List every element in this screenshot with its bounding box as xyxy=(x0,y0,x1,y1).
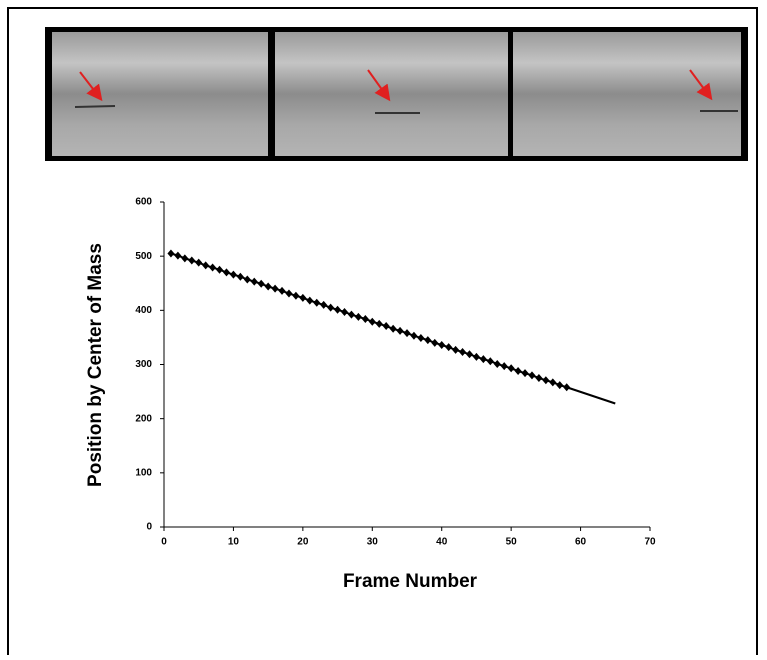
point xyxy=(376,320,383,328)
point xyxy=(244,275,251,283)
point xyxy=(445,343,452,351)
point xyxy=(285,290,292,298)
point xyxy=(549,378,556,386)
series-line xyxy=(171,253,567,387)
point xyxy=(452,346,459,354)
point xyxy=(556,381,563,389)
point xyxy=(473,353,480,361)
point xyxy=(397,327,404,335)
y-axis-label: Position by Center of Mass xyxy=(85,243,106,487)
point xyxy=(188,257,195,265)
y-tick-label: 0 xyxy=(146,522,152,533)
point xyxy=(480,355,487,363)
point xyxy=(508,364,515,372)
y-tick-label: 500 xyxy=(135,251,152,262)
image-strip xyxy=(45,27,748,161)
point xyxy=(216,266,223,274)
point xyxy=(209,264,216,272)
point xyxy=(466,350,473,358)
point xyxy=(306,297,313,305)
x-tick-label: 20 xyxy=(297,537,309,548)
figure: Position by Center of Mass Frame Number … xyxy=(0,0,767,655)
point xyxy=(383,322,390,330)
point xyxy=(542,376,549,384)
point xyxy=(292,292,299,300)
point xyxy=(362,315,369,323)
point xyxy=(251,278,258,286)
x-tick-label: 50 xyxy=(506,537,518,548)
y-tick-label: 200 xyxy=(135,413,152,424)
point xyxy=(424,336,431,344)
point xyxy=(431,339,438,347)
point xyxy=(167,249,174,257)
point xyxy=(237,273,244,281)
x-tick-label: 40 xyxy=(436,537,448,548)
point xyxy=(202,261,209,269)
point xyxy=(410,332,417,340)
point xyxy=(299,294,306,302)
point xyxy=(522,369,529,377)
point xyxy=(355,313,362,321)
point xyxy=(390,325,397,333)
point xyxy=(515,367,522,375)
x-tick-label: 70 xyxy=(644,537,656,548)
point xyxy=(272,285,279,293)
point xyxy=(487,357,494,365)
point xyxy=(417,334,424,342)
point xyxy=(230,271,237,279)
point xyxy=(181,254,188,262)
point xyxy=(258,280,265,288)
x-tick-label: 0 xyxy=(161,537,167,548)
point xyxy=(341,308,348,316)
x-tick-label: 10 xyxy=(228,537,240,548)
series-line xyxy=(567,387,616,403)
y-tick-label: 300 xyxy=(135,359,152,370)
point xyxy=(327,304,334,312)
point xyxy=(348,311,355,319)
point xyxy=(501,362,508,370)
y-tick-label: 600 xyxy=(135,197,152,208)
point xyxy=(528,371,535,379)
point xyxy=(369,318,376,326)
point xyxy=(195,259,202,267)
point xyxy=(223,268,230,276)
x-tick-label: 60 xyxy=(575,537,587,548)
point xyxy=(174,252,181,260)
y-tick-label: 100 xyxy=(135,467,152,478)
point xyxy=(320,301,327,309)
y-tick-label: 400 xyxy=(135,305,152,316)
point xyxy=(438,341,445,349)
x-tick-label: 30 xyxy=(367,537,379,548)
point xyxy=(313,299,320,307)
point xyxy=(494,360,501,368)
point xyxy=(279,287,286,295)
point xyxy=(459,348,466,356)
point xyxy=(404,329,411,337)
point xyxy=(535,374,542,382)
point xyxy=(334,306,341,314)
x-axis-label: Frame Number xyxy=(343,571,478,592)
plot: Position by Center of Mass Frame Number … xyxy=(85,197,656,592)
point xyxy=(265,283,272,291)
